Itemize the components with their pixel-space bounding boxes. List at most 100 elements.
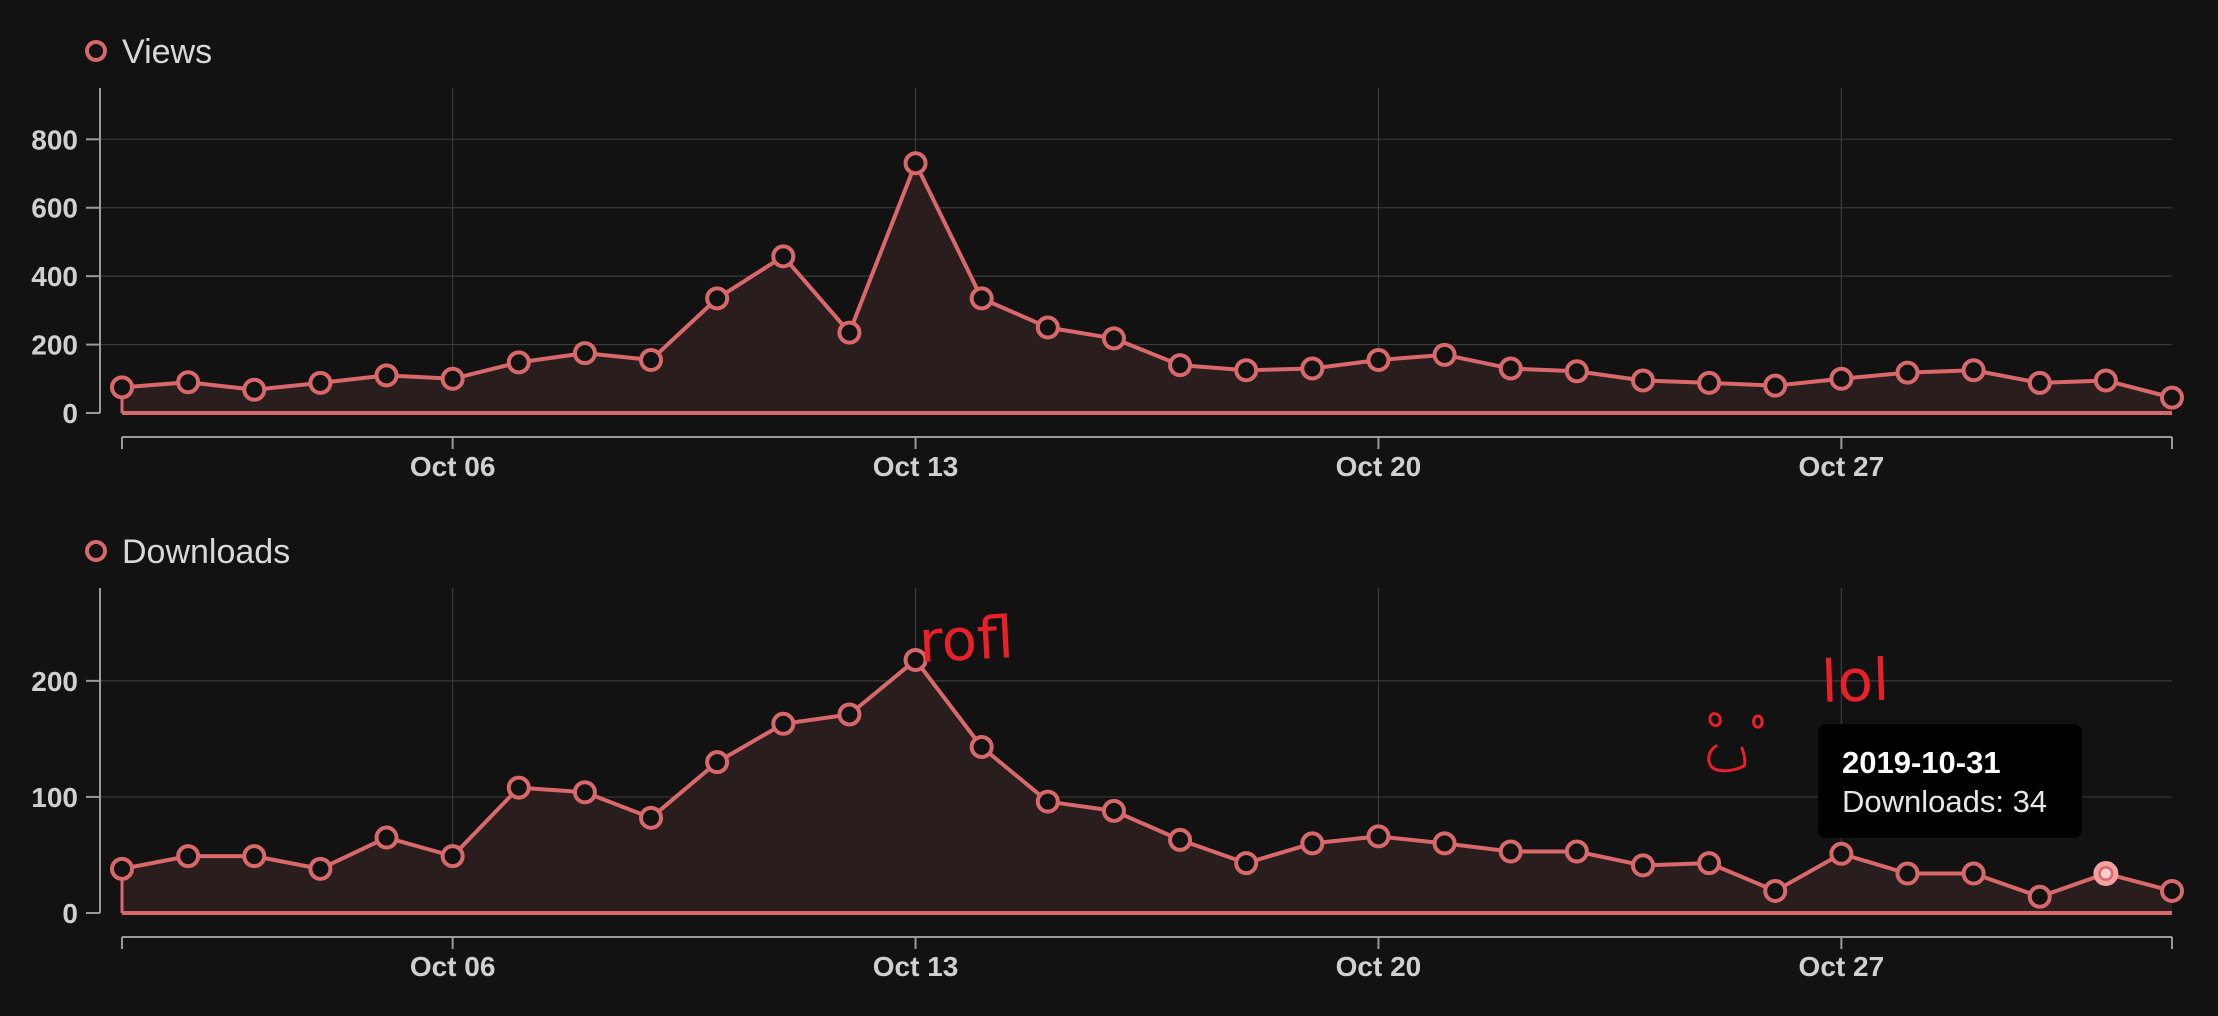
x-tick-label: Oct 06	[410, 951, 496, 982]
views-point[interactable]	[1829, 366, 1854, 391]
downloads-point[interactable]	[440, 844, 465, 869]
y-tick-label: 0	[62, 398, 78, 429]
downloads-point[interactable]	[837, 702, 862, 727]
y-tick-label: 400	[31, 261, 78, 292]
downloads-point[interactable]	[969, 735, 994, 760]
y-tick-label: 600	[31, 193, 78, 224]
downloads-point[interactable]	[1564, 839, 1589, 864]
legend-label: Downloads	[122, 533, 290, 571]
downloads-point[interactable]	[1829, 841, 1854, 866]
x-tick-label: Oct 13	[873, 451, 959, 482]
views-point[interactable]	[1035, 315, 1060, 340]
views-point[interactable]	[1961, 358, 1986, 383]
y-tick-label: 100	[31, 782, 78, 813]
downloads-point[interactable]	[572, 780, 597, 805]
downloads-point[interactable]	[1234, 851, 1259, 876]
views-point[interactable]	[1697, 370, 1722, 395]
x-tick-label: Oct 20	[1336, 451, 1422, 482]
downloads-line	[121, 657, 2173, 899]
views-point[interactable]	[1763, 373, 1788, 398]
tooltip-value: Downloads: 34	[1842, 784, 2048, 819]
downloads-point[interactable]	[705, 750, 730, 775]
legend-marker-icon	[85, 540, 107, 562]
views-point[interactable]	[1234, 358, 1259, 383]
downloads-legend[interactable]: Downloads	[85, 533, 290, 571]
views-point[interactable]	[242, 377, 267, 402]
x-tick-label: Oct 20	[1336, 951, 1422, 982]
views-point[interactable]	[2160, 385, 2184, 410]
downloads-point[interactable]	[2027, 884, 2052, 909]
views-point[interactable]	[903, 151, 928, 176]
annotation-lol: lol	[1820, 646, 1890, 716]
downloads-point[interactable]	[1432, 831, 1457, 856]
scribble-mouth	[1707, 744, 1747, 773]
downloads-point[interactable]	[1895, 861, 1920, 886]
downloads-point[interactable]	[2160, 878, 2184, 903]
views-legend[interactable]: Views	[85, 33, 212, 71]
downloads-point[interactable]	[110, 856, 134, 881]
views-point[interactable]	[1300, 356, 1325, 381]
views-point[interactable]	[308, 370, 333, 395]
x-tick-label: Oct 06	[410, 451, 496, 482]
x-tick-label: Oct 13	[873, 951, 959, 982]
downloads-point[interactable]	[903, 647, 928, 672]
views-point[interactable]	[374, 363, 399, 388]
views-point[interactable]	[705, 286, 730, 311]
tooltip-date: 2019-10-31	[1842, 745, 2001, 780]
downloads-point[interactable]	[639, 805, 664, 830]
y-tick-label: 200	[31, 666, 78, 697]
x-tick-label: Oct 27	[1799, 451, 1885, 482]
downloads-point[interactable]	[1300, 831, 1325, 856]
downloads-point[interactable]	[1366, 824, 1391, 849]
legend-marker-icon	[85, 40, 107, 62]
downloads-point[interactable]	[1630, 853, 1655, 878]
scribble-eye-left	[1708, 712, 1722, 728]
views-point[interactable]	[771, 244, 796, 269]
downloads-area	[122, 659, 2172, 913]
downloads-point[interactable]	[1697, 851, 1722, 876]
views-point[interactable]	[440, 366, 465, 391]
y-tick-label: 0	[62, 898, 78, 929]
views-point[interactable]	[1366, 347, 1391, 372]
downloads-point[interactable]	[1961, 861, 1986, 886]
smiley-scribble-icon	[1707, 712, 1764, 773]
downloads-point[interactable]	[242, 844, 267, 869]
x-tick-label: Oct 27	[1799, 951, 1885, 982]
y-tick-label: 800	[31, 124, 78, 155]
views-point[interactable]	[2093, 368, 2118, 393]
downloads-point[interactable]	[1763, 878, 1788, 903]
views-point[interactable]	[1630, 368, 1655, 393]
views-point[interactable]	[1101, 326, 1126, 351]
views-point[interactable]	[176, 370, 201, 395]
downloads-point[interactable]	[1168, 827, 1193, 852]
downloads-point[interactable]	[1035, 789, 1060, 814]
views-point[interactable]	[1895, 360, 1920, 385]
downloads-point[interactable]	[176, 844, 201, 869]
legend-label: Views	[122, 33, 212, 71]
views-point[interactable]	[837, 320, 862, 345]
views-point[interactable]	[2027, 370, 2052, 395]
downloads-point[interactable]	[308, 856, 333, 881]
downloads-point[interactable]	[1101, 798, 1126, 823]
downloads-chart: Downloads 0 100 200 Oct 06 Oct 13 Oct 20 Oct 27…	[31, 533, 2184, 982]
views-chart: Views 0 200 400 600 800 Oct 06 Oct 13 Oct 20 Oct …	[31, 33, 2184, 482]
views-point[interactable]	[639, 347, 664, 372]
downloads-point[interactable]	[506, 775, 531, 800]
views-point[interactable]	[506, 350, 531, 375]
views-point[interactable]	[110, 375, 134, 400]
views-point[interactable]	[572, 341, 597, 366]
views-point[interactable]	[1564, 359, 1589, 384]
y-tick-label: 200	[31, 330, 78, 361]
views-point[interactable]	[1498, 356, 1523, 381]
highlight-dot	[2100, 868, 2111, 879]
views-point[interactable]	[969, 286, 994, 311]
views-point[interactable]	[1168, 353, 1193, 378]
downloads-point[interactable]	[374, 825, 399, 850]
annotation-rofl: rofl	[917, 603, 1015, 676]
views-point[interactable]	[1432, 342, 1457, 367]
data-tooltip: 2019-10-31 Downloads: 34	[1818, 724, 2082, 838]
downloads-point[interactable]	[771, 711, 796, 736]
downloads-point[interactable]	[1498, 839, 1523, 864]
